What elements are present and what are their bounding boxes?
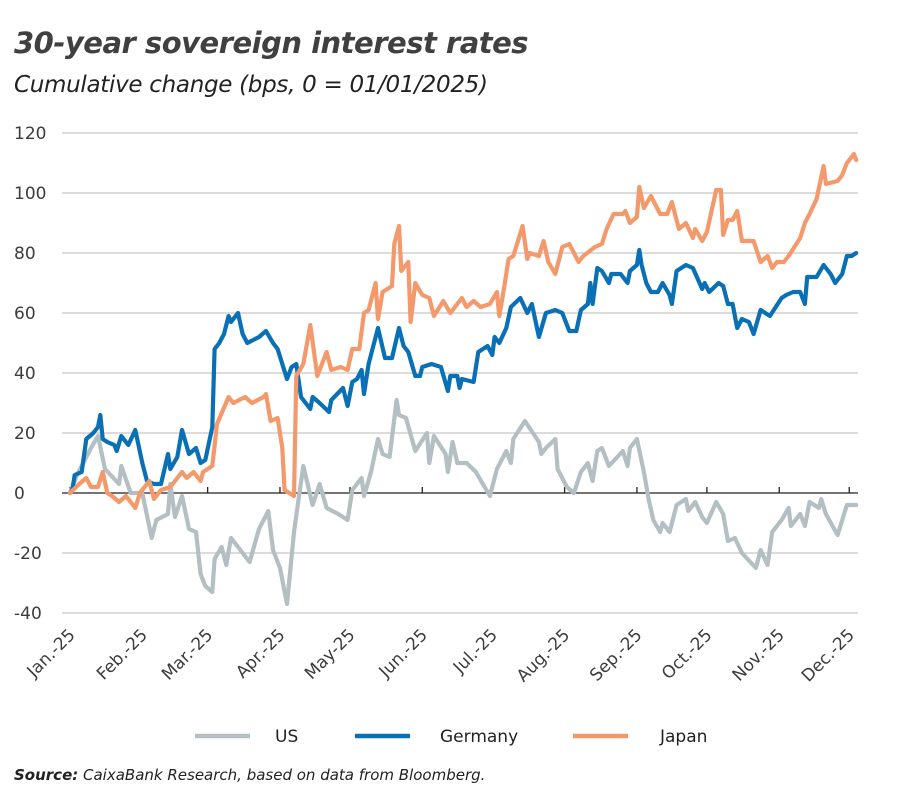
x-tick-label: Nov.-25 [729,625,789,685]
source-text: CaixaBank Research, based on data from B… [78,766,486,784]
y-tick-label: 40 [14,364,36,384]
source-label: Source: [14,766,79,784]
x-tick-label: Jan.-25 [23,625,80,682]
gridlines [62,132,858,614]
x-tick-label: Apr.-25 [232,625,289,682]
x-tick-label: Mar.-25 [158,625,217,684]
x-tick-label: Jun.-25 [375,625,432,682]
y-tick-label: 120 [14,124,46,144]
y-tick-label: 0 [14,484,25,504]
chart-title: 30-year sovereign interest rates [14,26,529,60]
legend-label: Japan [659,727,707,747]
y-tick-label: 20 [14,424,36,444]
y-tick-label: 60 [14,304,36,324]
legend: US Germany Japan [195,727,707,747]
x-tick-label: Jul.-25 [449,625,502,678]
source-note: Source: CaixaBank Research, based on dat… [14,766,485,784]
x-tick-label: Feb.-25 [93,625,152,684]
y-tick-label: -40 [14,604,42,624]
x-tick-label: Dec.-25 [798,625,859,686]
legend-item-us: US [195,727,298,747]
legend-item-germany: Germany [355,727,518,747]
legend-item-japan: Japan [573,727,707,747]
y-tick-label: 100 [14,184,46,204]
series-lines [67,151,859,607]
x-tick-label: Sep.-25 [586,625,646,685]
x-tick-label: May-25 [301,625,359,683]
series-line-japan [67,151,859,511]
x-tick-label: Aug.-25 [513,625,574,686]
y-tick-label: 80 [14,244,36,264]
series-line-us [67,397,859,607]
chart-subtitle: Cumulative change (bps, 0 = 01/01/2025) [14,72,488,98]
y-axis-tick-labels: 120 100 80 60 40 20 0 -20 -40 [14,124,46,624]
y-tick-label: -20 [14,544,42,564]
x-tick-label: Oct.-25 [658,625,716,683]
legend-label: Germany [440,727,518,747]
legend-label: US [275,727,298,747]
series-line-germany [67,247,859,496]
